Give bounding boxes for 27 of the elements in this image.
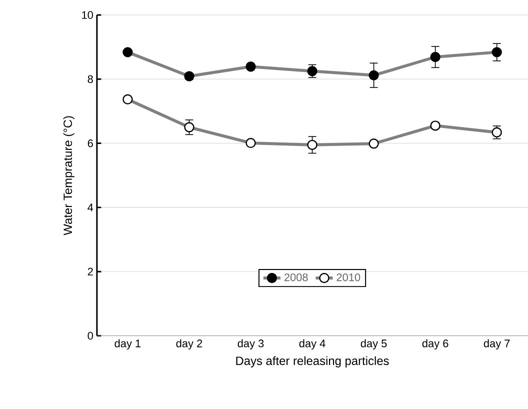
x-tick-label: day 4 xyxy=(299,339,326,350)
point xyxy=(184,122,194,132)
x-tick-label: day 1 xyxy=(114,339,141,350)
point xyxy=(307,140,318,150)
point xyxy=(368,70,379,81)
point xyxy=(492,47,502,58)
x-tick-label: day 3 xyxy=(238,339,264,350)
y-axis-title: Water Temprature (°C) xyxy=(63,116,74,236)
x-tick-label: day 5 xyxy=(360,339,387,350)
x-tick-label: day 2 xyxy=(176,339,202,350)
point xyxy=(246,138,256,148)
y-tick-label: 4 xyxy=(88,204,94,212)
y-tick-label: 6 xyxy=(88,140,93,148)
y-tick-label: 10 xyxy=(82,11,93,20)
x-tick-label: day 6 xyxy=(422,339,448,350)
legend-label: 2010 xyxy=(336,274,360,282)
point xyxy=(122,47,133,58)
x-axis-title: Days after releasing particles xyxy=(236,356,389,368)
x-tick-label: day 7 xyxy=(484,339,510,350)
y-tick-label: 8 xyxy=(88,75,93,84)
y-tick-label: 2 xyxy=(88,268,93,276)
point xyxy=(368,138,379,149)
point xyxy=(430,52,440,62)
point xyxy=(246,62,256,72)
point xyxy=(122,94,133,105)
legend-label: 2008 xyxy=(284,274,308,282)
y-tick-label: 0 xyxy=(88,332,93,340)
